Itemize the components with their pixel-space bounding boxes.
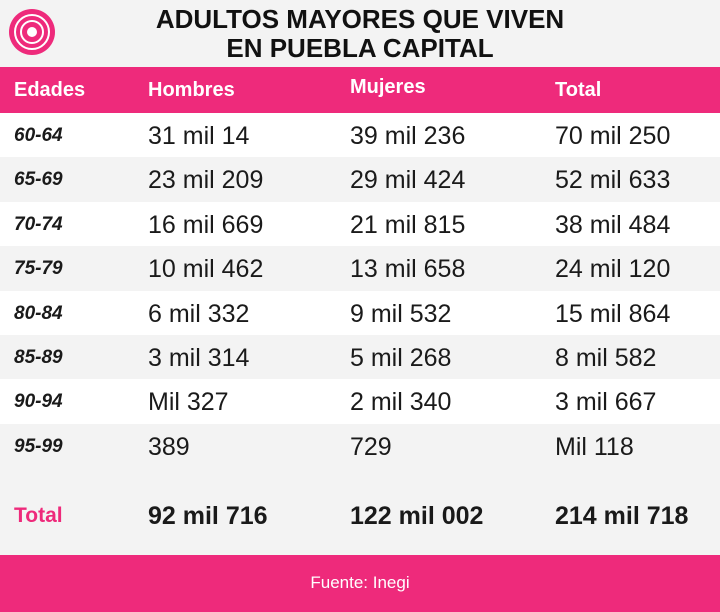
row-band (0, 290, 720, 335)
age-group: 75-79 (14, 258, 63, 280)
cell-value: 29 mil 424 (350, 166, 466, 195)
cell-value: 9 mil 532 (350, 299, 452, 328)
column-header: Total (555, 79, 602, 101)
column-header: Hombres (148, 79, 235, 101)
row-band (0, 201, 720, 247)
age-group: 70-74 (14, 213, 63, 235)
cell-value: 39 mil 236 (350, 122, 466, 150)
cell-value: 729 (350, 432, 392, 461)
age-group: 90-94 (14, 391, 63, 413)
cell-value: 2 mil 340 (350, 388, 452, 417)
cell-value: Mil 118 (555, 432, 634, 461)
age-group: 95-99 (14, 435, 63, 457)
cell-value: 21 mil 815 (350, 210, 466, 239)
title-line: EN PUEBLA CAPITAL (226, 33, 494, 63)
row-band (0, 335, 720, 380)
age-group: 60-64 (14, 125, 63, 146)
cell-value: 8 mil 582 (555, 344, 657, 372)
total-band (0, 468, 720, 555)
total-value: 122 mil 002 (350, 502, 484, 531)
row-band (0, 157, 720, 202)
cell-value: 52 mil 633 (555, 166, 671, 195)
column-header: Mujeres (350, 76, 426, 98)
cell-value: 389 (148, 432, 190, 461)
cell-value: 38 mil 484 (555, 210, 671, 239)
logo (9, 9, 55, 55)
cell-value: Mil 327 (148, 388, 229, 417)
row-band (0, 113, 720, 158)
total-value: 214 mil 718 (555, 502, 689, 531)
cell-value: 31 mil 14 (148, 122, 250, 150)
cell-value: 13 mil 658 (350, 255, 466, 284)
cell-value: 70 mil 250 (555, 122, 671, 150)
cell-value: 10 mil 462 (148, 255, 264, 284)
age-group: 65-69 (14, 169, 63, 191)
footer-band (0, 555, 720, 612)
cell-value: 3 mil 314 (148, 344, 250, 372)
cell-value: 15 mil 864 (555, 299, 671, 328)
age-group: 80-84 (14, 302, 63, 324)
source: Fuente: Inegi (310, 573, 410, 592)
row-band (0, 379, 720, 424)
cell-value: 16 mil 669 (148, 210, 264, 239)
column-header: Edades (14, 79, 86, 101)
row-band (0, 246, 720, 291)
total-value: 92 mil 716 (148, 502, 268, 531)
row-band (0, 423, 720, 469)
cell-value: 3 mil 667 (555, 388, 657, 417)
cell-value: 5 mil 268 (350, 344, 452, 372)
age-group: 85-89 (14, 347, 63, 368)
header-band (0, 67, 720, 113)
total-label: Total (14, 504, 63, 528)
cell-value: 24 mil 120 (555, 255, 671, 284)
cell-value: 6 mil 332 (148, 299, 250, 328)
cell-value: 23 mil 209 (148, 166, 264, 195)
title-line: ADULTOS MAYORES QUE VIVEN (155, 4, 565, 34)
